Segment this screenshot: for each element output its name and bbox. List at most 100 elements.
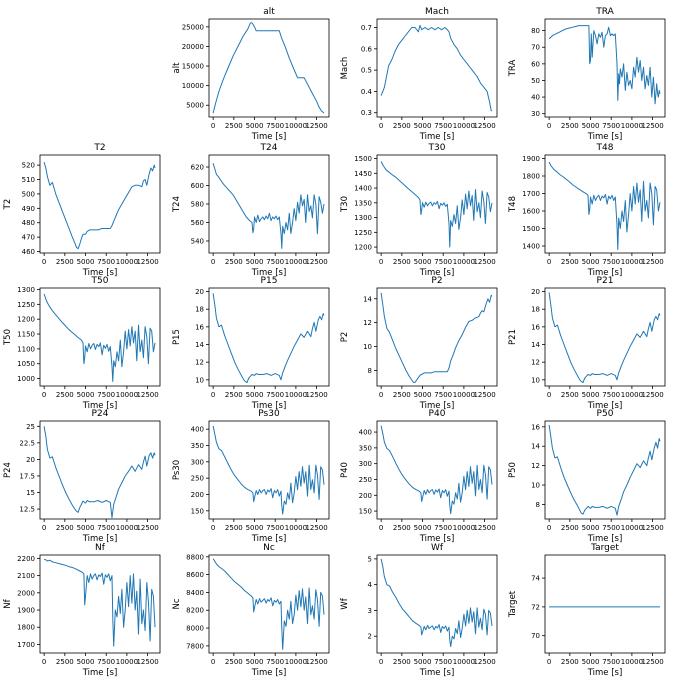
y-tick-label: 500: [22, 190, 35, 198]
x-tick-label: 10000: [285, 122, 307, 130]
y-tick-label: 1100: [17, 345, 35, 353]
y-tick-label: 400: [359, 429, 372, 437]
y-axis-label: P2: [340, 332, 350, 343]
y-tick-label: 1050: [17, 360, 35, 368]
y-tick-label: 12.5: [19, 506, 35, 514]
y-tick-label: 150: [359, 508, 372, 516]
axes-frame: [39, 287, 161, 387]
x-tick-label: 10000: [621, 258, 643, 266]
y-axis-label: P15: [172, 329, 182, 345]
x-tick-label: 10000: [621, 524, 643, 532]
x-tick-label: 2500: [225, 258, 243, 266]
y-axis-label: P24: [3, 462, 13, 478]
chart-title: Nf: [95, 543, 106, 553]
x-tick-label: 12500: [305, 658, 327, 666]
y-tick-label: 14: [531, 443, 540, 451]
x-tick-label: 5000: [414, 258, 432, 266]
x-tick-label: 2500: [561, 658, 579, 666]
chart-title: Nc: [263, 543, 275, 553]
x-tick-label: 5000: [246, 391, 264, 399]
x-tick-label: 0: [547, 122, 551, 130]
x-tick-label: 10000: [116, 658, 138, 666]
x-tick-label: 0: [379, 658, 383, 666]
y-tick-label: 1150: [17, 331, 35, 339]
x-tick-label: 10000: [285, 258, 307, 266]
y-tick-label: 4: [368, 581, 373, 589]
x-axis-label: Time [s]: [251, 401, 287, 411]
x-tick-label: 7500: [266, 122, 284, 130]
x-tick-label: 12500: [136, 524, 158, 532]
x-tick-label: 0: [211, 658, 215, 666]
x-tick-label: 0: [211, 122, 215, 130]
y-tick-label: 1800: [522, 173, 540, 181]
x-tick-label: 2500: [393, 258, 411, 266]
y-tick-label: 1450: [354, 170, 372, 178]
x-tick-label: 2500: [56, 524, 74, 532]
series-line: [43, 426, 156, 519]
series-line: [548, 25, 661, 105]
x-tick-label: 5000: [246, 524, 264, 532]
x-tick-label: 5000: [246, 122, 264, 130]
y-tick-label: 8400: [186, 589, 204, 597]
y-axis-label: T24: [172, 196, 182, 213]
y-tick-label: 8000: [186, 625, 204, 633]
series-line: [212, 22, 325, 114]
x-tick-label: 5000: [77, 658, 95, 666]
x-tick-label: 7500: [97, 524, 115, 532]
y-tick-label: 70: [531, 632, 540, 640]
axes-frame: [376, 154, 498, 254]
y-tick-label: 72: [531, 603, 540, 611]
y-tick-label: 580: [191, 201, 204, 209]
x-tick-label: 2500: [225, 524, 243, 532]
y-tick-label: 14: [195, 341, 204, 349]
chart-title: P15: [261, 276, 278, 286]
x-tick-label: 0: [42, 258, 46, 266]
y-tick-label: 8: [368, 367, 372, 375]
x-axis-label: Time [s]: [82, 401, 118, 411]
axes-frame: [39, 554, 161, 654]
x-tick-label: 12500: [473, 391, 495, 399]
y-tick-label: 20: [531, 288, 540, 296]
x-tick-label: 5000: [246, 258, 264, 266]
axes-frame: [376, 420, 498, 520]
y-axis-label: P21: [508, 329, 518, 345]
x-tick-label: 12500: [305, 122, 327, 130]
y-tick-label: 10: [531, 376, 540, 384]
y-tick-label: 1900: [17, 607, 35, 615]
y-axis-label: Wf: [340, 597, 350, 609]
x-tick-label: 0: [211, 524, 215, 532]
y-tick-label: 1250: [354, 229, 372, 237]
x-axis-label: Time [s]: [82, 268, 118, 278]
x-tick-label: 2500: [393, 122, 411, 130]
y-tick-label: 16: [195, 323, 204, 331]
chart-title: Mach: [425, 7, 449, 17]
x-tick-label: 10000: [453, 122, 475, 130]
x-tick-label: 2500: [393, 658, 411, 666]
chart-title: T24: [260, 143, 278, 153]
x-tick-label: 12500: [641, 122, 663, 130]
y-tick-label: 560: [191, 219, 204, 227]
series-line: [43, 293, 156, 382]
x-tick-label: 0: [42, 391, 46, 399]
y-tick-label: 1700: [522, 190, 540, 198]
x-tick-label: 7500: [602, 391, 620, 399]
y-tick-label: 200: [359, 492, 372, 500]
y-tick-label: 17.5: [19, 472, 35, 480]
x-tick-label: 7500: [434, 258, 452, 266]
chart-title: Ps30: [258, 409, 280, 419]
y-tick-label: 0.6: [361, 45, 373, 53]
x-tick-label: 12500: [641, 658, 663, 666]
x-axis-label: Time [s]: [419, 268, 455, 278]
x-tick-label: 7500: [266, 658, 284, 666]
axes-frame: [208, 420, 330, 520]
x-tick-label: 2500: [225, 658, 243, 666]
x-tick-label: 2500: [56, 658, 74, 666]
x-tick-label: 10000: [116, 391, 138, 399]
